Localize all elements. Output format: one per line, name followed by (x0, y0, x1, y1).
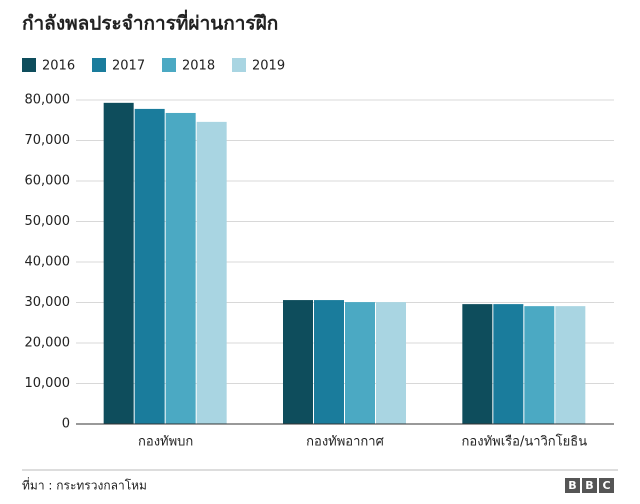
legend-swatch (92, 58, 106, 72)
bar (524, 306, 555, 424)
bar (462, 304, 493, 424)
legend-label: 2017 (112, 59, 145, 74)
logo-box (582, 478, 597, 493)
legend-label: 2016 (42, 59, 75, 74)
y-tick-label: 10,000 (25, 376, 71, 391)
x-tick-label: กองทัพอากาศ (306, 435, 384, 450)
bar (314, 300, 344, 424)
bar (555, 306, 586, 424)
logo-letter: B (568, 479, 576, 492)
legend-swatch (22, 58, 36, 72)
y-tick-label: 50,000 (25, 214, 71, 229)
legend-swatch (232, 58, 246, 72)
y-tick-label: 60,000 (25, 174, 71, 189)
y-tick-label: 70,000 (25, 133, 71, 148)
bar (165, 112, 196, 425)
logo-box (599, 478, 614, 493)
logo-letter: B (585, 479, 593, 492)
bar (376, 302, 406, 424)
y-tick-label: 80,000 (25, 93, 71, 108)
y-tick-label: 30,000 (25, 295, 71, 310)
x-tick-label: กองทัพเรือ/นาวิกโยธิน (462, 434, 588, 450)
logo-letter: C (602, 479, 610, 492)
source: ที่มา : กระทรวงกลาโหม (22, 477, 147, 493)
chart-title: กำลังพลประจำการที่ผ่านการฝึก (22, 10, 278, 35)
bar (134, 108, 165, 424)
legend-label: 2019 (252, 59, 285, 74)
y-tick-label: 40,000 (25, 255, 71, 270)
legend-label: 2018 (182, 59, 215, 74)
y-tick-label: 0 (62, 417, 70, 432)
bar (345, 302, 375, 424)
x-tick-label: กองทัพบก (138, 435, 193, 450)
y-tick-label: 20,000 (25, 336, 71, 351)
bar (196, 121, 227, 425)
bar (283, 300, 313, 424)
logo-box (565, 478, 580, 493)
bar (103, 102, 134, 425)
bar (493, 304, 524, 424)
legend-swatch (162, 58, 176, 72)
